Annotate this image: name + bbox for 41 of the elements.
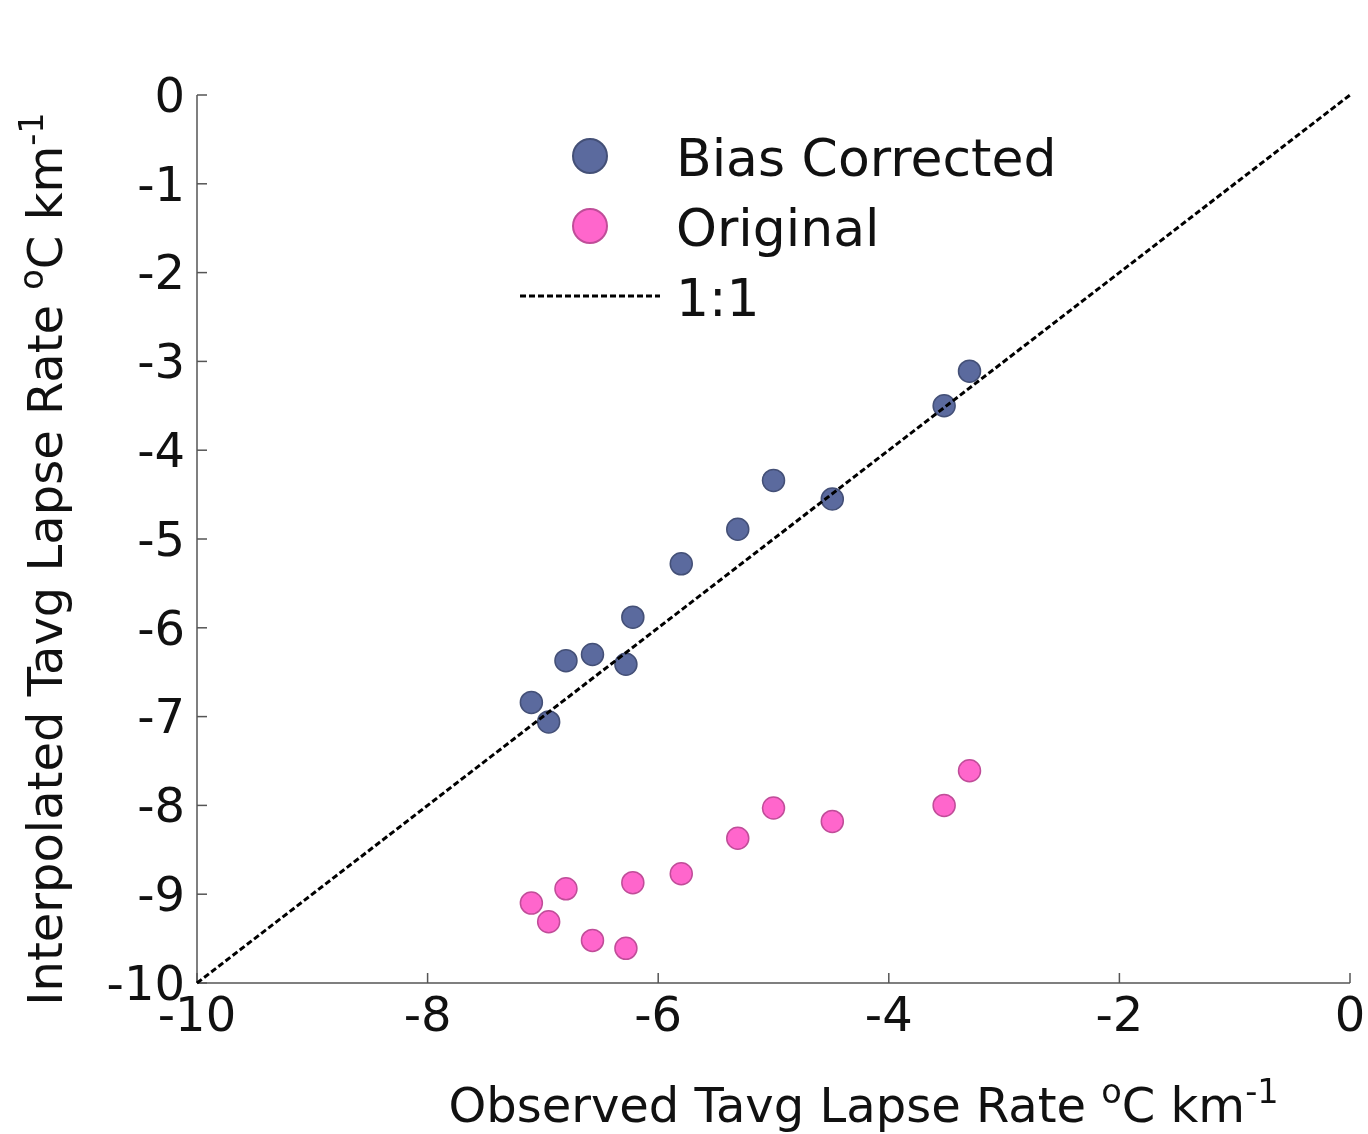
point [761, 796, 786, 820]
y-tick-label: -4 [137, 422, 185, 478]
point [820, 809, 845, 834]
point [614, 652, 638, 676]
x-tick-label: 0 [1334, 986, 1366, 1042]
legend-label: Original [676, 198, 880, 259]
point [621, 870, 645, 895]
point [554, 648, 578, 673]
point [669, 862, 694, 886]
point [519, 690, 544, 715]
point [519, 891, 544, 915]
y-tick-label: -1 [137, 155, 185, 212]
point [726, 517, 750, 541]
y-tick-label: -8 [137, 777, 185, 834]
point [536, 710, 561, 734]
y-tick-label: -3 [137, 333, 185, 390]
point [761, 468, 786, 493]
point [669, 552, 694, 576]
y-tick-label: -2 [137, 244, 185, 301]
legend-label: Bias Corrected [676, 128, 1057, 189]
y-tick-label: -5 [137, 510, 185, 567]
point [957, 359, 982, 383]
point [614, 936, 638, 961]
x-tick-label: -8 [403, 986, 452, 1042]
point [957, 759, 982, 783]
point [726, 826, 750, 851]
point [580, 642, 605, 667]
y-tick-label: 0 [154, 66, 185, 123]
x-axis-title: Observed Tavg Lapse Rate $^{o}$C km$^{-1}$ [448, 1071, 1279, 1133]
x-tick-label: -2 [1095, 986, 1144, 1042]
y-tick-label: -7 [137, 688, 185, 745]
x-tick-label: -6 [634, 986, 683, 1042]
y-tick-label: -9 [137, 866, 185, 922]
y-tick-label: -6 [137, 599, 185, 656]
x-tick-label: -4 [864, 986, 913, 1042]
point [621, 605, 645, 629]
point [554, 877, 578, 901]
point [932, 793, 956, 818]
point [536, 909, 561, 934]
legend-label: 1:1 [676, 268, 760, 329]
point [580, 928, 605, 953]
